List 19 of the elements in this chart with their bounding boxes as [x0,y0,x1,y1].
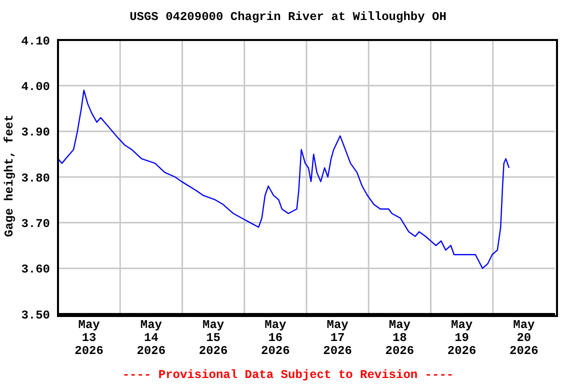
y-axis-title: Gage height, feet [2,114,16,237]
x-tick-label: May 18 2026 [385,318,414,358]
y-tick-label: 3.70 [21,216,50,231]
x-tick-label: May 20 2026 [510,318,538,358]
x-tick-label: May 19 2026 [447,318,476,358]
y-tick-label: 4.00 [21,80,50,94]
y-tick-label: 3.60 [21,262,50,277]
y-tick-label: 3.90 [21,126,50,140]
x-tick-label: May 17 2026 [323,318,352,358]
x-tick-label: May 15 2026 [198,318,228,358]
y-tick-label: 3.50 [21,308,50,322]
line-series [58,90,510,269]
x-tick-label: May 13 2026 [74,318,104,358]
chart-title: USGS 04209000 Chagrin River at Willoughby OH [128,10,448,24]
x-tick-label: May 14 2026 [136,318,166,358]
text: ---- Provisional Data Subject to Revision ---- [121,368,455,382]
y-tick-label: 3.80 [21,171,50,186]
y-tick-label: 4.10 [21,34,50,48]
x-tick-label: May 16 2026 [261,318,290,358]
